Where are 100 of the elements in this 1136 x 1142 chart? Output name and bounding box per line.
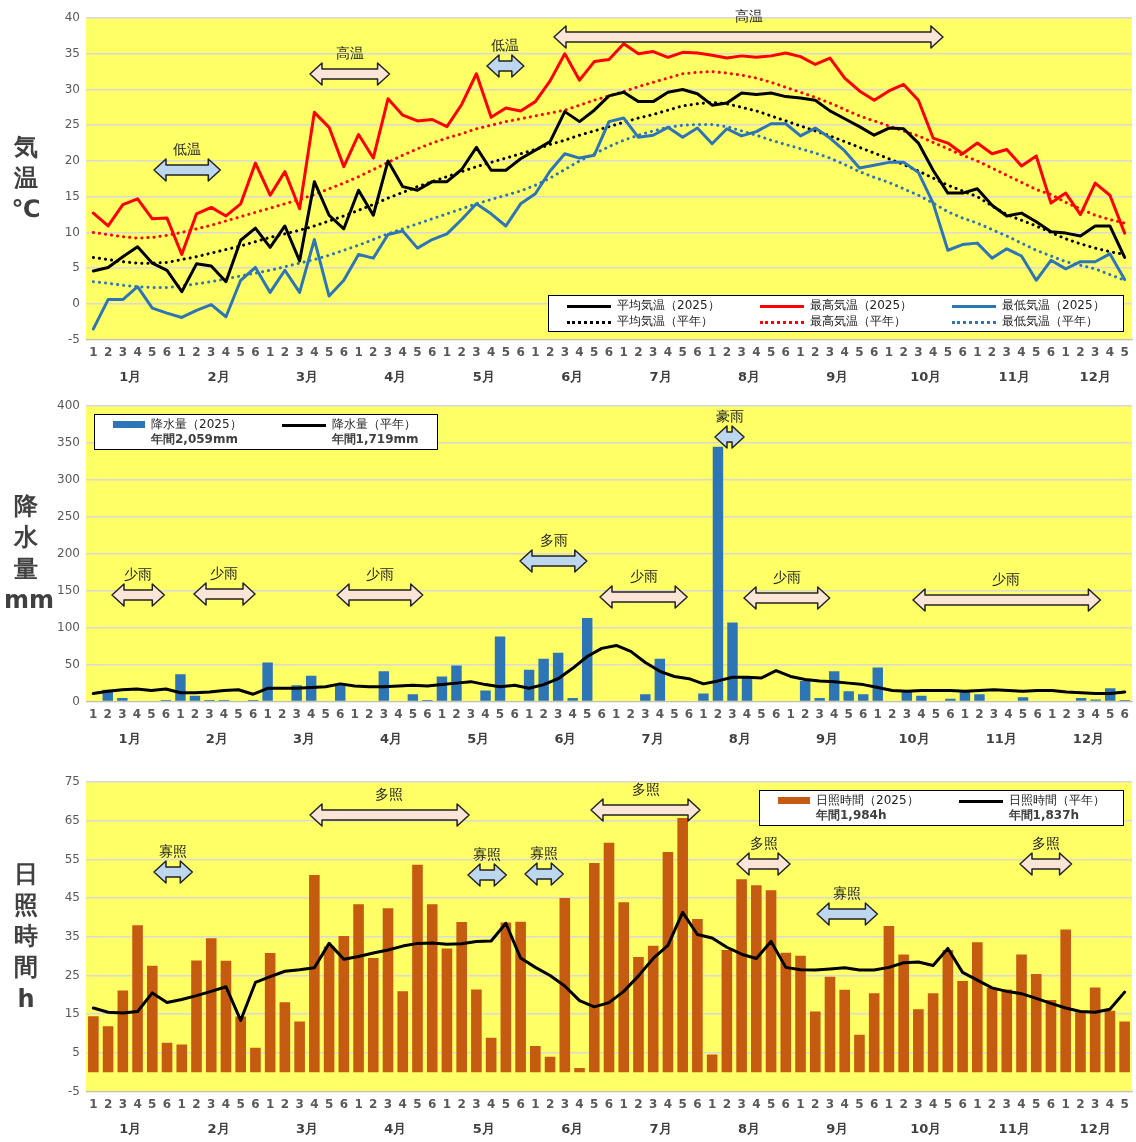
y-tick-label: 20 [64, 153, 80, 168]
x-tick-label: 2 [626, 706, 635, 721]
y-axis-title: 日照時間h [13, 858, 39, 1015]
bar [279, 1002, 291, 1073]
x-tick-label: 4 [394, 706, 403, 721]
x-tick-label: 6 [1033, 706, 1042, 721]
x-tick-label: 6 [161, 706, 171, 721]
text: 2月 [207, 368, 230, 384]
x-tick-label: 3 [815, 706, 824, 721]
text: 8月 [737, 1120, 760, 1136]
x-tick-label: 5 [943, 1096, 953, 1111]
text: 3月 [292, 730, 315, 746]
x-tick-label: 6 [781, 344, 790, 359]
x-tick-label: 2 [369, 1096, 378, 1111]
legend-label: 最低気温（平年） [1002, 313, 1099, 329]
x-tick-label: 5 [321, 706, 330, 721]
x-tick-label: 3 [728, 706, 737, 721]
x-tick-label: 3 [383, 1096, 393, 1111]
x-tick-label: 2 [192, 344, 201, 359]
bar [883, 925, 895, 1073]
x-tick-label: 2 [987, 344, 997, 359]
text: 5月 [472, 368, 495, 384]
x-tick-label: 3 [205, 706, 214, 721]
y-tick-label: 100 [57, 619, 80, 634]
text: 12月 [1079, 1120, 1111, 1136]
bar [854, 1034, 865, 1073]
bar [721, 949, 733, 1073]
annotation: 少雨 [629, 567, 658, 584]
bar [500, 922, 512, 1073]
x-tick-label: 3 [118, 1096, 128, 1111]
x-tick-label: 3 [649, 344, 658, 359]
x-tick-label: 2 [975, 706, 984, 721]
x-tick-label: 5 [236, 1096, 245, 1111]
x-tick-label: 3 [560, 344, 569, 359]
x-tick-label: 6 [516, 1096, 525, 1111]
x-tick-label: 1 [265, 1096, 275, 1111]
bar [294, 1021, 305, 1073]
x-tick-label: 1 [619, 1096, 628, 1111]
x-tick-label: 4 [742, 706, 752, 721]
bar [799, 680, 811, 701]
bar [662, 852, 674, 1073]
x-tick-label: 2 [722, 344, 732, 359]
x-tick-label: 5 [931, 706, 941, 721]
x-tick-label: 4 [219, 706, 229, 721]
bar [1075, 1012, 1086, 1073]
legend-label: 日照時間（2025） [816, 793, 919, 808]
x-tick-label: 3 [292, 706, 301, 721]
text: 12月 [1072, 730, 1104, 746]
bar [972, 942, 983, 1073]
annotation: 少雨 [992, 570, 1021, 587]
x-tick-label: 6 [1120, 706, 1129, 721]
x-tick-label: 5 [501, 344, 511, 359]
bar [264, 953, 276, 1073]
x-tick-label: 2 [103, 1096, 113, 1111]
x-tick-label: 4 [663, 1096, 673, 1111]
x-tick-label: 4 [398, 344, 407, 359]
y-tick-label: 350 [57, 435, 80, 450]
bar [309, 874, 320, 1073]
bar [102, 1026, 114, 1073]
bar [338, 936, 350, 1073]
x-tick-label: 1 [619, 344, 628, 359]
bar [132, 925, 143, 1073]
bar [814, 697, 825, 701]
text: 7月 [649, 368, 672, 384]
x-tick-label: 3 [118, 706, 127, 721]
x-tick-label: 1 [354, 344, 363, 359]
y-tick-label: -5 [68, 331, 80, 346]
bar [262, 662, 273, 701]
text: 2月 [207, 1120, 230, 1136]
x-tick-label: 3 [1002, 344, 1011, 359]
x-tick-label: 4 [917, 706, 926, 721]
x-tick-label: 2 [457, 1096, 466, 1111]
y-tick-label: 25 [64, 967, 80, 982]
x-tick-label: 1 [531, 344, 540, 359]
bar [647, 945, 659, 1073]
bar [494, 636, 506, 701]
bar [727, 622, 738, 701]
x-tick-label: 2 [545, 1096, 555, 1111]
bar [858, 694, 869, 701]
x-tick-label: 4 [1004, 706, 1013, 721]
annotation: 寡照 [832, 884, 861, 901]
x-tick-label: 2 [190, 706, 200, 721]
annotation: 寡照 [472, 846, 501, 863]
bar [480, 690, 491, 701]
bar [957, 980, 968, 1073]
x-tick-label: 6 [1046, 1096, 1056, 1111]
y-tick-label: 150 [57, 582, 80, 597]
x-tick-label: 4 [752, 344, 761, 359]
text: 10月 [910, 1120, 942, 1136]
bar [1075, 697, 1087, 701]
x-tick-label: 5 [766, 1096, 776, 1111]
x-tick-label: 2 [277, 706, 287, 721]
bar [451, 665, 462, 701]
y-tick-label: 15 [64, 188, 80, 203]
bar [640, 694, 651, 701]
bar [544, 1056, 556, 1073]
x-tick-label: 2 [987, 1096, 997, 1111]
x-tick-label: 2 [722, 1096, 732, 1111]
x-tick-label: 5 [943, 344, 953, 359]
x-tick-label: 4 [1105, 1096, 1115, 1111]
